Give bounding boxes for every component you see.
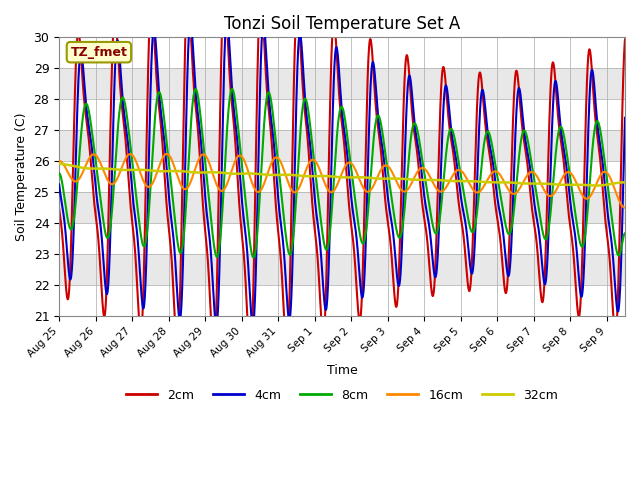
4cm — [205, 228, 212, 234]
16cm — [621, 205, 629, 211]
8cm — [572, 214, 580, 219]
8cm — [250, 254, 257, 260]
32cm — [55, 161, 63, 167]
8cm — [228, 86, 236, 92]
4cm — [249, 323, 257, 329]
Bar — [59, 37, 625, 68]
16cm — [461, 172, 468, 178]
Text: TZ_fmet: TZ_fmet — [70, 46, 127, 59]
4cm — [226, 45, 234, 50]
4cm — [98, 239, 106, 244]
32cm — [205, 169, 212, 175]
32cm — [98, 166, 106, 171]
32cm — [572, 182, 579, 188]
Line: 16cm: 16cm — [59, 154, 625, 208]
16cm — [205, 159, 213, 165]
32cm — [461, 178, 468, 184]
Legend: 2cm, 4cm, 8cm, 16cm, 32cm: 2cm, 4cm, 8cm, 16cm, 32cm — [121, 384, 563, 407]
32cm — [593, 183, 600, 189]
Bar — [59, 285, 625, 316]
2cm — [98, 293, 106, 299]
8cm — [205, 195, 212, 201]
16cm — [98, 164, 106, 170]
2cm — [461, 247, 468, 252]
2cm — [572, 284, 580, 289]
Line: 4cm: 4cm — [59, 20, 625, 326]
Bar — [59, 223, 625, 254]
16cm — [226, 174, 234, 180]
2cm — [246, 351, 254, 357]
4cm — [223, 17, 231, 23]
X-axis label: Time: Time — [326, 364, 358, 377]
16cm — [572, 179, 580, 184]
16cm — [163, 151, 171, 157]
4cm — [461, 216, 468, 222]
16cm — [520, 178, 527, 184]
2cm — [205, 274, 212, 280]
Line: 32cm: 32cm — [59, 164, 625, 186]
32cm — [621, 180, 629, 185]
Bar — [59, 161, 625, 192]
4cm — [55, 181, 63, 187]
2cm — [621, 36, 629, 42]
2cm — [226, 71, 234, 77]
8cm — [225, 98, 233, 104]
4cm — [572, 239, 580, 244]
8cm — [461, 196, 468, 202]
2cm — [520, 137, 528, 143]
32cm — [225, 170, 233, 176]
16cm — [55, 158, 63, 164]
Line: 8cm: 8cm — [59, 89, 625, 257]
4cm — [621, 115, 629, 120]
8cm — [621, 230, 629, 236]
Bar — [59, 99, 625, 130]
8cm — [520, 128, 528, 133]
Y-axis label: Soil Temperature (C): Soil Temperature (C) — [15, 112, 28, 241]
Line: 2cm: 2cm — [59, 0, 625, 354]
8cm — [98, 208, 106, 214]
4cm — [520, 126, 528, 132]
2cm — [55, 206, 63, 212]
32cm — [520, 180, 527, 186]
Title: Tonzi Soil Temperature Set A: Tonzi Soil Temperature Set A — [224, 15, 460, 33]
8cm — [55, 170, 63, 176]
